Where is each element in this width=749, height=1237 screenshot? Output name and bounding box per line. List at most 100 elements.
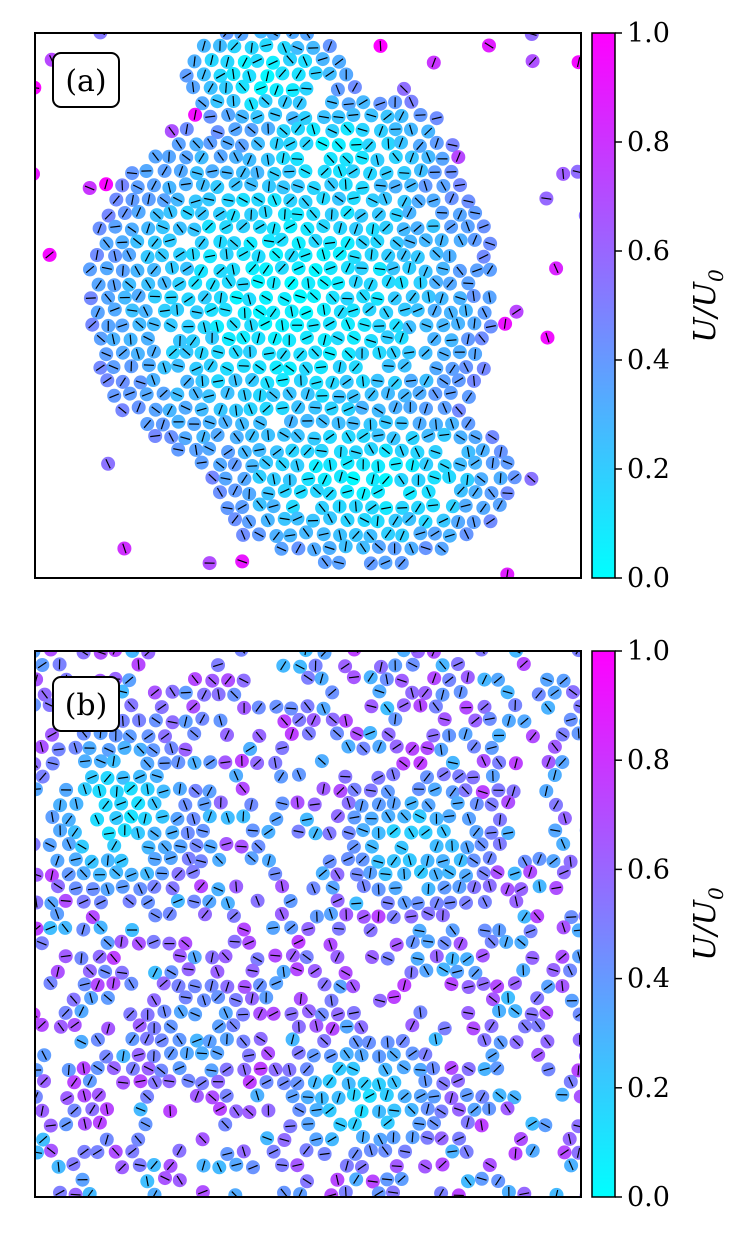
particle-orientation [239,927,249,932]
particle-orientation [150,912,160,919]
particle-orientation [269,171,280,177]
particle-orientation [473,318,476,329]
particle-orientation [302,56,308,66]
particle-orientation [150,434,161,438]
particle-orientation [201,431,206,442]
particle-orientation [464,1065,474,1073]
particle-orientation [392,516,399,526]
particle-orientation [152,211,161,220]
particle-orientation [325,489,334,498]
particle-orientation [419,1007,422,1018]
particle [46,1200,60,1214]
particle-orientation [166,322,176,329]
particle-orientation [197,209,207,218]
particle-orientation [207,169,218,173]
particle-orientation [361,881,366,892]
particle-orientation [348,168,358,175]
particle-orientation [449,364,456,374]
particle-orientation [273,757,277,768]
particle-orientation [277,746,288,750]
particle [434,1186,449,1197]
particle-orientation [167,1048,175,1058]
particle-orientation [376,799,382,810]
particle-orientation [439,770,449,778]
particle-orientation [505,884,510,895]
particle-orientation [474,799,479,810]
particle-orientation [229,239,239,247]
particle-orientation [368,1203,376,1209]
particle-orientation [474,349,477,360]
particle-orientation [400,1092,409,1100]
particle-orientation [41,1050,48,1060]
particle-orientation [293,939,304,945]
particle-orientation [428,733,439,738]
particle-orientation [113,250,117,261]
particle-orientation [416,141,424,151]
particle-orientation [294,124,302,133]
particle-orientation [335,84,341,95]
particle-orientation [138,715,141,726]
particle-orientation [218,404,223,415]
particle-orientation [486,518,495,525]
particle-orientation [334,869,341,880]
particle-orientation [301,310,312,316]
particle-orientation [516,1135,526,1143]
particle-orientation [438,859,449,864]
particle-orientation [325,241,336,245]
particle-orientation [248,375,256,385]
particle-orientation [150,1160,158,1170]
particle-orientation [168,207,173,218]
particle-orientation [112,978,115,989]
particle-orientation [95,364,105,371]
particle-orientation [521,912,528,922]
particle-orientation [261,1079,272,1085]
particle-orientation [287,1064,292,1075]
particle-orientation [367,168,373,179]
particle-orientation [311,1137,322,1142]
particle-orientation [408,97,415,107]
particle-orientation [325,858,335,865]
particle-orientation [46,1147,56,1155]
particle-orientation [135,291,142,301]
particle-orientation [272,448,282,456]
particle-orientation [252,956,262,963]
particle-orientation [181,939,190,948]
particle-orientation [268,60,278,66]
particle-orientation [423,910,433,917]
particle-orientation [463,362,469,372]
particle-orientation [558,757,567,767]
particle-orientation [262,1136,272,1141]
particle-orientation [279,517,290,521]
particle-orientation [569,856,572,867]
particle-orientation [568,1133,572,1144]
particle-orientation [498,925,501,936]
particle-orientation [365,1092,375,1099]
particle-orientation [305,1007,313,1016]
particle-orientation [357,186,368,190]
particle-orientation [383,365,394,367]
particle-orientation [262,264,270,274]
particle-orientation [399,1150,411,1154]
particle-orientation [245,1078,254,1086]
particle-orientation [79,1148,89,1156]
particle-orientation [197,1189,208,1195]
particle-orientation [478,224,489,229]
particle-orientation [366,1037,372,1048]
particle-orientation [246,154,252,165]
particle-orientation [151,238,159,247]
particle-orientation [125,281,134,289]
particle-orientation [35,1014,38,1018]
particle [35,167,40,181]
particle-orientation [95,249,99,261]
particle-orientation [417,867,425,877]
particle-orientation [339,1205,340,1215]
particle-orientation [452,969,463,974]
particle-orientation [464,305,468,316]
particle-orientation [311,236,320,246]
particle-orientation [381,1146,389,1155]
particle-orientation [367,843,377,850]
particle-orientation [402,898,408,908]
particle-orientation [295,69,302,79]
particle-orientation [125,676,134,684]
particle-orientation [312,828,319,839]
